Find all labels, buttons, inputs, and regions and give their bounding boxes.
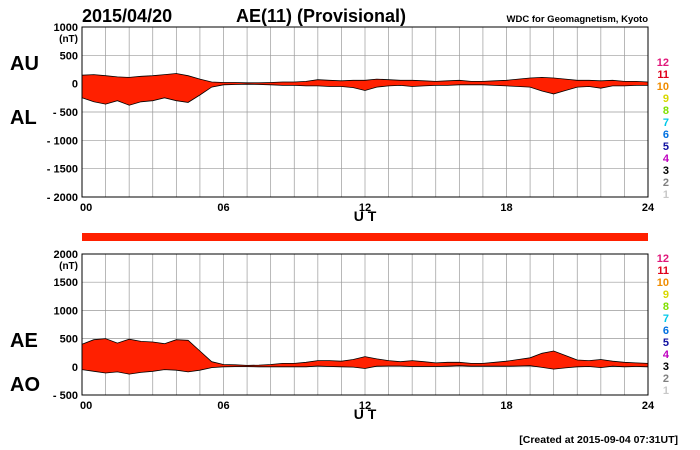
plot-frame — [81, 253, 649, 396]
station-legend-entry: 8 — [663, 105, 669, 117]
series-line-ae — [81, 338, 649, 366]
y-tick-label: 0 — [72, 79, 78, 91]
series-line-au — [81, 73, 649, 84]
station-legend-entry: 3 — [663, 165, 669, 177]
station-legend-entry: 12 — [657, 253, 669, 265]
station-legend-entry: 5 — [663, 337, 669, 349]
x-axis-title: U T — [354, 406, 377, 422]
y-tick-label: - 2000 — [47, 192, 78, 204]
station-legend-entry: 5 — [663, 141, 669, 153]
y-tick-label: - 500 — [53, 390, 78, 402]
x-tick-label: 18 — [500, 202, 512, 214]
station-legend-entry: 9 — [663, 93, 669, 105]
x-tick-label: 00 — [80, 400, 92, 412]
station-count-bar — [82, 233, 648, 241]
x-axis-title: U T — [354, 208, 377, 224]
x-tick-label: 12 — [359, 400, 371, 412]
series-label-ao: AO — [10, 374, 40, 396]
station-legend-entry: 1 — [663, 385, 669, 397]
x-tick-label: 06 — [217, 202, 229, 214]
series-line-ao — [81, 365, 649, 375]
chart-title: AE(11) (Provisional) — [236, 6, 406, 26]
created-timestamp: [Created at 2015-09-04 07:31UT] — [519, 434, 678, 446]
x-tick-label: 18 — [500, 400, 512, 412]
x-tick-label: 24 — [642, 400, 655, 412]
station-legend-entry: 10 — [657, 277, 669, 289]
y-tick-label: 0 — [72, 362, 78, 374]
station-legend-entry: 11 — [657, 69, 669, 81]
series-label-al: AL — [10, 107, 37, 129]
area-fill — [82, 338, 648, 375]
y-tick-label: 1000 — [54, 22, 78, 34]
station-legend-entry: 9 — [663, 289, 669, 301]
y-unit-label: (nT) — [59, 261, 78, 272]
au-al-panel: 1000 500 0 - 500 - 1000 - 1500 - 2000 (nT) 00 06 1… — [10, 22, 655, 224]
station-legend-entry: 12 — [657, 57, 669, 69]
series-line-al — [81, 83, 648, 106]
area-fill — [82, 73, 648, 106]
station-legend-entry: 2 — [663, 177, 669, 189]
y-tick-label: 1000 — [54, 305, 78, 317]
station-legend-entry: 10 — [657, 81, 669, 93]
y-tick-label: 500 — [60, 334, 78, 346]
station-legend-entry: 11 — [657, 265, 669, 277]
station-legend-entry: 1 — [663, 189, 669, 201]
series-label-ae: AE — [10, 330, 38, 352]
station-legend-entry: 6 — [663, 129, 669, 141]
station-legend-entry: 7 — [663, 313, 669, 325]
station-legend-entry: 6 — [663, 325, 669, 337]
ae-ao-panel: 2000 1500 1000 500 0 - 500 (nT) 00 06 12 18 24 U T AE… — [10, 249, 655, 422]
date-label: 2015/04/20 — [82, 6, 172, 26]
x-tick-label: 24 — [642, 202, 655, 214]
y-unit-label: (nT) — [59, 34, 78, 45]
y-tick-label: - 1000 — [47, 135, 78, 147]
y-tick-label: 1500 — [54, 277, 78, 289]
y-tick-label: - 1500 — [47, 164, 78, 176]
source-label: WDC for Geomagnetism, Kyoto — [507, 14, 649, 25]
station-legend-entry: 7 — [663, 117, 669, 129]
station-legend-entry: 4 — [663, 153, 670, 165]
y-tick-label: - 500 — [53, 107, 78, 119]
station-legend-entry: 2 — [663, 373, 669, 385]
x-tick-label: 00 — [80, 202, 92, 214]
y-tick-label: 500 — [60, 50, 78, 62]
plot-frame — [81, 26, 649, 198]
station-legend-entry: 8 — [663, 301, 669, 313]
x-tick-label: 06 — [217, 400, 229, 412]
y-tick-label: 2000 — [54, 249, 78, 261]
x-tick-label: 12 — [359, 202, 371, 214]
series-label-au: AU — [10, 53, 39, 75]
station-legend-entry: 3 — [663, 361, 669, 373]
station-legend-entry: 4 — [663, 349, 670, 361]
